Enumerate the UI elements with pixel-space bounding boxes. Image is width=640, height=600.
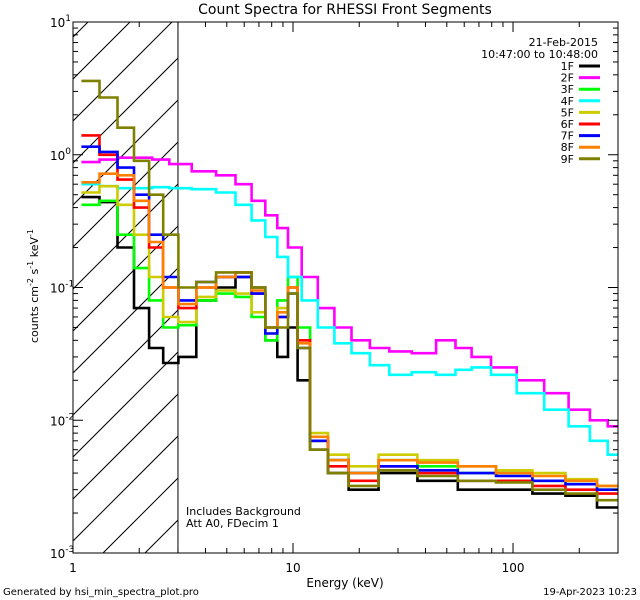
series-lines (81, 79, 618, 509)
y-tick-label: 10-1 (50, 280, 74, 296)
legend-label-3f: 3F (561, 83, 574, 96)
legend-label-2f: 2F (561, 72, 574, 85)
hatch-line (73, 22, 131, 80)
y-tick-label: 100 (50, 147, 71, 163)
series-line-4f (81, 182, 618, 456)
annotation-attenuator: Att A0, FDecim 1 (186, 517, 279, 530)
legend-label-4f: 4F (561, 95, 574, 108)
legend-label-1f: 1F (561, 60, 574, 73)
excluded-energy-hatch (0, 0, 178, 553)
hatch-line (73, 393, 178, 500)
annotation-background: Includes Background (186, 505, 301, 518)
series-line-8f (81, 172, 618, 488)
y-tick-label: 101 (50, 14, 71, 30)
footer-generated-by: Generated by hsi_min_spectra_plot.pro (3, 587, 199, 598)
hatch-line (73, 183, 178, 290)
x-tick-label: 100 (502, 561, 525, 575)
x-tick-label: 10 (285, 561, 300, 575)
footer-timestamp: 19-Apr-2023 10:23 (543, 587, 637, 598)
observation-date: 21-Feb-2015 (529, 36, 598, 49)
axis-ticks (72, 21, 619, 554)
legend-label-9f: 9F (561, 153, 574, 166)
hatch-line (73, 225, 178, 332)
chart-title: Count Spectra for RHESSI Front Segments (198, 2, 492, 18)
hatch-line (102, 477, 178, 553)
y-tick-label: 10-2 (50, 412, 74, 428)
legend-label-5f: 5F (561, 106, 574, 119)
x-tick-labels: 1 10 100 (69, 561, 524, 575)
y-axis-label: counts cm-2 s-1 keV-1 (26, 229, 41, 343)
y-tick-labels: 101 100 10-1 10-2 10-3 (50, 14, 74, 561)
hatch-line (73, 22, 173, 122)
hatch-line (73, 435, 178, 542)
x-tick-label: 1 (69, 561, 77, 575)
hatch-line (73, 351, 178, 458)
legend-label-8f: 8F (561, 141, 574, 154)
y-tick-label: 10-3 (50, 545, 74, 561)
legend-label-6f: 6F (561, 118, 574, 131)
series-line-1f (81, 195, 618, 509)
time-range: 10:47:00 to 10:48:00 (481, 48, 598, 61)
series-line-9f (81, 79, 618, 502)
legend-label-7f: 7F (561, 130, 574, 143)
hatch-line (0, 0, 115, 553)
x-axis-label: Energy (keV) (306, 576, 383, 590)
